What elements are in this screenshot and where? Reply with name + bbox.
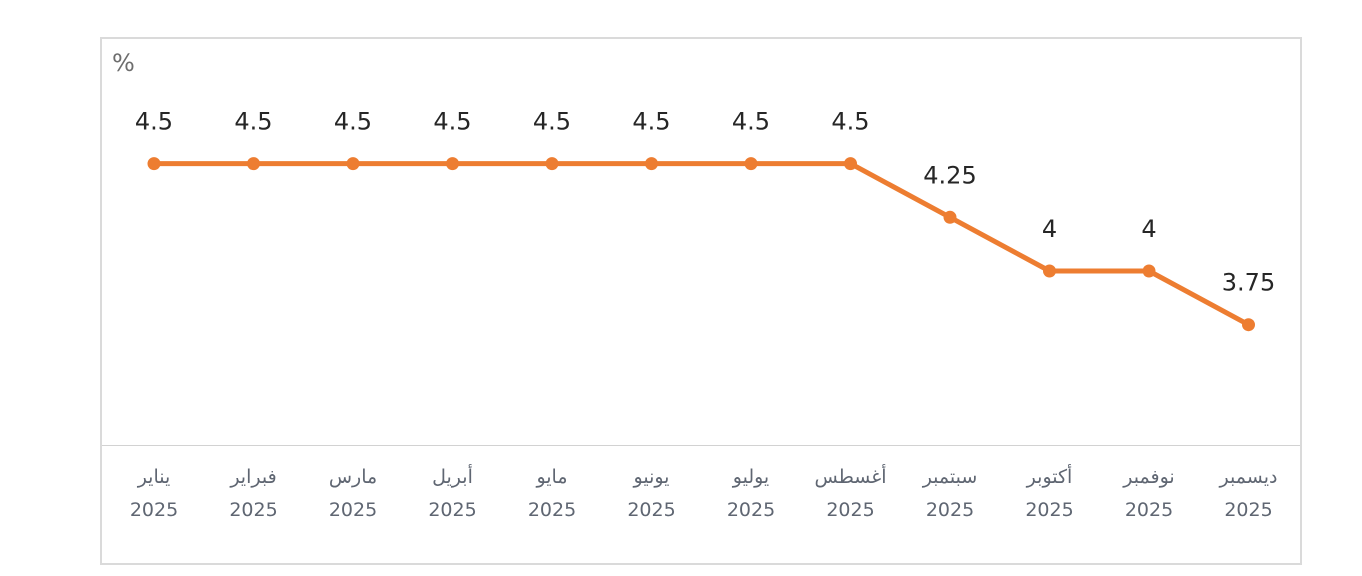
x-axis-label-year: 2025 (328, 499, 378, 521)
x-axis-label-month: أغسطس (814, 466, 887, 488)
x-axis-label-year: 2025 (826, 499, 875, 521)
x-axis-label: مارس 2025 (288, 461, 418, 527)
x-axis-label-year: 2025 (1025, 499, 1074, 521)
data-point-marker (1242, 318, 1255, 332)
x-axis-label-year: 2025 (229, 499, 278, 521)
x-axis-label: أبريل 2025 (388, 461, 518, 527)
x-axis-label-year: 2025 (1124, 499, 1174, 521)
data-point-label: 4.5 (334, 108, 372, 136)
rate-series-line (151, 161, 1251, 328)
data-point-label: 4 (1042, 215, 1057, 243)
data-point-marker (147, 157, 161, 171)
data-point-marker (1043, 264, 1056, 278)
x-axis-label-month: ديسمبر (1219, 466, 1278, 488)
x-axis-label-year: 2025 (527, 499, 577, 521)
x-axis-label: أكتوبر 2025 (985, 461, 1115, 527)
x-axis-label-month: يونيو (633, 466, 670, 488)
data-point-marker (446, 157, 459, 171)
x-axis-label: نوفمبر 2025 (1084, 461, 1214, 527)
data-point-label: 4.5 (831, 108, 869, 136)
x-axis-label-month: مارس (328, 466, 378, 488)
x-axis-label: يونيو 2025 (587, 461, 717, 527)
x-axis-label-month: أبريل (432, 466, 473, 488)
x-axis-label-month: نوفمبر (1123, 466, 1175, 488)
x-axis-label-year: 2025 (925, 499, 975, 521)
data-point-marker (943, 210, 957, 224)
x-axis-label-month: سبتمبر (922, 466, 978, 488)
x-axis-labels: يناير 2025 فبراير 2025 مارس 2025 أبريل 2025 مايو… (102, 445, 1300, 563)
x-axis-label: سبتمبر 2025 (885, 461, 1015, 527)
data-point-marker (247, 157, 260, 171)
data-point-label: 4.5 (234, 108, 272, 136)
x-axis-label-year: 2025 (428, 499, 477, 521)
data-point-label: 4.5 (533, 108, 571, 136)
data-point-marker (545, 157, 559, 171)
x-axis-label-year: 2025 (129, 499, 179, 521)
x-axis-label-month: فبراير (230, 466, 277, 488)
x-axis-label-year: 2025 (627, 499, 676, 521)
x-axis-label: مايو 2025 (487, 461, 617, 527)
rate-line-chart-card: % 4.5 4.5 4.5 4.5 4.5 4.5 4.5 4.5 4.25 4 4 3.75 ينا… (100, 37, 1302, 565)
data-point-label: 4.5 (433, 108, 471, 136)
data-point-marker (744, 157, 758, 171)
data-point-label: 4.5 (135, 108, 173, 136)
x-axis-label: يناير 2025 (89, 461, 219, 527)
line-chart-plot-area: 4.5 4.5 4.5 4.5 4.5 4.5 4.5 4.5 4.25 4 4 3.75 (135, 108, 1275, 332)
x-axis-label: يوليو 2025 (686, 461, 816, 527)
x-axis-label-month: يوليو (732, 466, 770, 488)
data-point-marker (1142, 264, 1156, 278)
x-axis-label: أغسطس 2025 (786, 461, 916, 527)
data-point-marker (346, 157, 360, 171)
x-axis-label: ديسمبر 2025 (1184, 461, 1314, 527)
x-axis-label-year: 2025 (726, 499, 776, 521)
y-axis-unit-label: % (112, 49, 135, 77)
data-point-label: 3.75 (1222, 269, 1275, 297)
x-axis-label-year: 2025 (1224, 499, 1273, 521)
x-axis-label: فبراير 2025 (189, 461, 319, 527)
data-point-marker (645, 157, 658, 171)
data-point-marker (844, 157, 857, 171)
data-point-label: 4.5 (632, 108, 670, 136)
x-axis-label-month: أكتوبر (1026, 466, 1073, 488)
data-point-label: 4.5 (732, 108, 770, 136)
data-point-label: 4 (1141, 215, 1156, 243)
x-axis-label-month: يناير (137, 466, 171, 488)
x-axis-divider-line (102, 445, 1300, 446)
data-point-label: 4.25 (923, 161, 976, 189)
x-axis-label-month: مايو (536, 466, 568, 488)
